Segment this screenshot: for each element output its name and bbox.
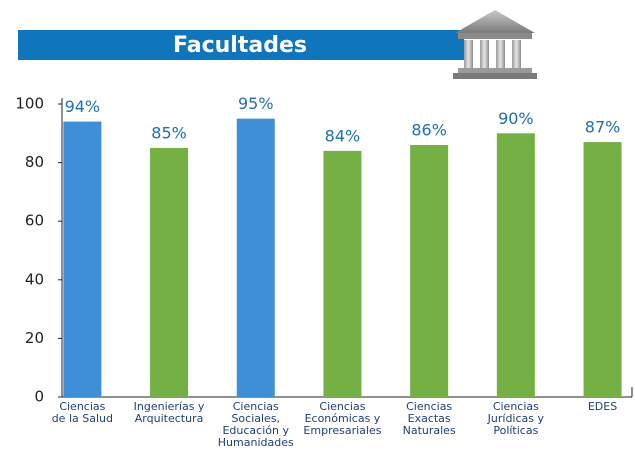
value-label: 94% — [65, 97, 101, 116]
x-tick-label-line: Ciencias — [493, 400, 539, 413]
x-tick-label-line: Ciencias — [233, 400, 279, 413]
x-tick-label-line: Ciencias — [59, 400, 105, 413]
y-tick-label: 0 — [34, 388, 44, 406]
x-tick-label: Ciencias Sociales, Educación y Humanidades — [218, 400, 294, 449]
value-label: 84% — [325, 126, 361, 145]
building-icon — [453, 10, 537, 79]
value-label: 95% — [238, 94, 274, 113]
x-tick-label-line: Políticas — [493, 424, 538, 437]
value-label: 90% — [498, 109, 534, 128]
x-tick-label-line: Exactas — [408, 412, 451, 425]
x-tick-label: Ciencias Económicas y Empresariales — [303, 400, 381, 437]
x-tick-label-line: Humanidades — [218, 436, 294, 449]
y-tick-label: 20 — [25, 329, 44, 347]
value-label: 85% — [151, 123, 187, 142]
y-tick-label: 80 — [25, 153, 44, 171]
x-tick-label-line: Ciencias — [319, 400, 365, 413]
bar — [323, 150, 362, 397]
y-tick-label: 60 — [25, 212, 44, 230]
value-label: 86% — [411, 121, 447, 140]
x-tick-label-line: Naturales — [403, 424, 456, 437]
x-tick-label-line: Sociales, — [231, 412, 280, 425]
x-tick-label-line: Ingenierías y — [134, 400, 205, 413]
x-tick-label-line: Económicas y — [305, 412, 381, 425]
x-tick-label-line: Educación y — [222, 424, 289, 437]
y-tick-label: 100 — [15, 95, 44, 113]
bar — [63, 121, 102, 397]
x-tick-label: EDES — [588, 400, 617, 413]
bar — [236, 118, 275, 398]
x-tick-label-line: Ciencias — [406, 400, 452, 413]
x-tick-label-line: Empresariales — [303, 424, 381, 437]
x-tick-label-line: EDES — [588, 400, 617, 413]
bar — [496, 133, 535, 398]
value-label: 87% — [585, 118, 621, 137]
x-tick-label: Ciencias Exactas Naturales — [403, 400, 456, 437]
x-tick-label-line: Jurídicas y — [487, 412, 545, 425]
y-tick-label: 40 — [25, 270, 44, 288]
x-tick-label: Ciencias Jurídicas y Políticas — [487, 400, 545, 437]
x-tick-label: Ingenierías y Arquitectura — [134, 400, 205, 425]
chart-title: Facultades — [173, 33, 307, 58]
bar — [150, 147, 189, 397]
bar — [583, 142, 622, 397]
x-tick-label-line: Arquitectura — [135, 412, 204, 425]
x-tick-label: Ciencias de la Salud — [52, 400, 113, 425]
bar — [410, 145, 449, 397]
x-tick-label-line: de la Salud — [52, 412, 113, 425]
title-banner — [18, 30, 464, 60]
